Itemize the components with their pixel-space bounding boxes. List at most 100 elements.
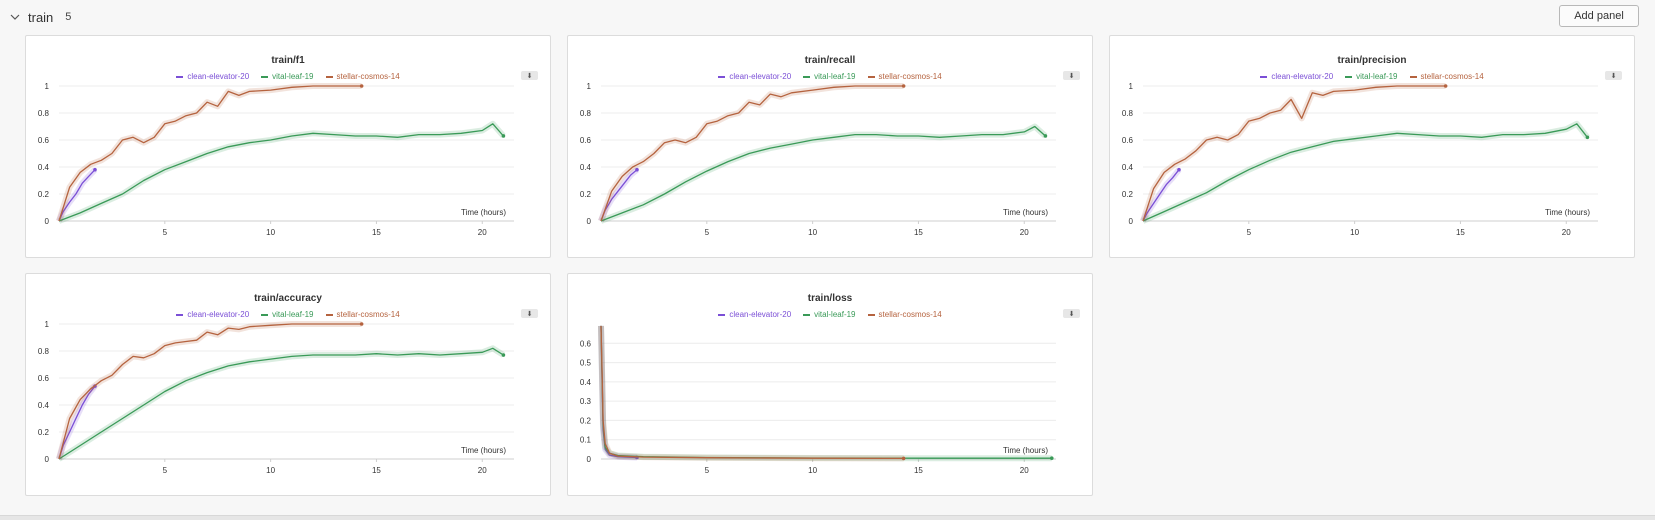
series-line-vital-leaf-19[interactable] (58, 347, 504, 460)
series-line-stellar-cosmos-14[interactable] (58, 85, 362, 222)
legend-label: stellar-cosmos-14 (1420, 72, 1484, 81)
series-endpoint-vital-leaf-19[interactable] (501, 353, 506, 357)
series-line-stellar-cosmos-14[interactable] (600, 325, 904, 460)
legend-item-clean-elevator-20[interactable]: clean-elevator-20 (718, 72, 791, 81)
y-tick-label: 0 (45, 217, 50, 226)
x-tick-label: 15 (372, 466, 381, 475)
line-chart[interactable]: 0 0.1 0.2 0.3 0.4 0.5 0.6 5 10 15 20 Time (hours) (568, 274, 1094, 497)
series-line-vital-leaf-19[interactable] (58, 123, 504, 222)
legend-label: stellar-cosmos-14 (336, 310, 400, 319)
y-tick-label: 0.6 (38, 136, 50, 145)
legend-item-clean-elevator-20[interactable]: clean-elevator-20 (176, 310, 249, 319)
y-tick-label: 0.8 (1122, 109, 1134, 118)
chart-panel-recall[interactable]: train/recall clean-elevator-20 vital-leaf-… (567, 35, 1093, 258)
series-line-stellar-cosmos-14[interactable] (58, 323, 362, 460)
legend-item-vital-leaf-19[interactable]: vital-leaf-19 (803, 310, 856, 319)
chart-panel-precision[interactable]: train/precision clean-elevator-20 vital-le… (1109, 35, 1635, 258)
x-tick-label: 5 (163, 466, 168, 475)
y-tick-label: 0.6 (1122, 136, 1134, 145)
legend-item-stellar-cosmos-14[interactable]: stellar-cosmos-14 (867, 310, 942, 319)
legend-toggle-button[interactable]: ⬇ (1605, 71, 1622, 80)
x-tick-label: 15 (1456, 228, 1465, 237)
y-tick-label: 1 (45, 82, 50, 91)
chart-legend: clean-elevator-20 vital-leaf-19 stellar-co… (1110, 72, 1634, 81)
legend-item-clean-elevator-20[interactable]: clean-elevator-20 (176, 72, 249, 81)
chart-legend: clean-elevator-20 vital-leaf-19 stellar-co… (568, 310, 1092, 319)
series-endpoint-vital-leaf-19[interactable] (501, 134, 506, 138)
y-tick-label: 0.2 (1122, 190, 1134, 199)
series-line-stellar-cosmos-14[interactable] (1142, 85, 1446, 222)
legend-toggle-button[interactable]: ⬇ (521, 71, 538, 80)
chart-legend: clean-elevator-20 vital-leaf-19 stellar-co… (568, 72, 1092, 81)
x-tick-label: 10 (266, 228, 275, 237)
legend-item-clean-elevator-20[interactable]: clean-elevator-20 (1260, 72, 1333, 81)
chart-title: train/f1 (271, 55, 305, 66)
legend-label: vital-leaf-19 (1356, 72, 1398, 81)
x-tick-label: 15 (914, 228, 923, 237)
x-tick-label: 10 (808, 466, 817, 475)
legend-item-stellar-cosmos-14[interactable]: stellar-cosmos-14 (325, 310, 400, 319)
legend-toggle-button[interactable]: ⬇ (521, 309, 538, 318)
y-tick-label: 0.8 (38, 347, 50, 356)
x-tick-label: 20 (1020, 228, 1029, 237)
legend-label: clean-elevator-20 (187, 310, 250, 319)
legend-label: vital-leaf-19 (814, 72, 856, 81)
series-endpoint-clean-elevator-20[interactable] (93, 167, 97, 172)
legend-item-clean-elevator-20[interactable]: clean-elevator-20 (718, 310, 791, 319)
series-band-vital-leaf-19 (598, 325, 1052, 462)
y-tick-label: 0.6 (38, 374, 50, 383)
legend-swatch (718, 75, 726, 78)
series-line-vital-leaf-19[interactable] (600, 125, 1046, 222)
section-header[interactable]: train 5 (8, 6, 71, 28)
chart-panel-loss[interactable]: train/loss clean-elevator-20 vital-leaf-19… (567, 273, 1093, 496)
legend-swatch (867, 313, 875, 316)
series-endpoint-vital-leaf-19[interactable] (1585, 135, 1590, 140)
chevron-down-icon[interactable] (8, 10, 22, 24)
legend-item-stellar-cosmos-14[interactable]: stellar-cosmos-14 (1409, 72, 1484, 81)
series-endpoint-stellar-cosmos-14[interactable] (901, 456, 906, 461)
legend-toggle-button[interactable]: ⬇ (1063, 71, 1080, 80)
chart-legend: clean-elevator-20 vital-leaf-19 stellar-co… (26, 310, 550, 319)
series-line-clean-elevator-20[interactable] (1142, 169, 1180, 222)
series-endpoint-stellar-cosmos-14[interactable] (901, 84, 906, 88)
legend-item-vital-leaf-19[interactable]: vital-leaf-19 (261, 310, 314, 319)
series-endpoint-clean-elevator-20[interactable] (635, 167, 639, 172)
series-endpoint-vital-leaf-19[interactable] (1049, 456, 1054, 461)
series-line-stellar-cosmos-14[interactable] (600, 85, 904, 222)
series-band-stellar-cosmos-14 (598, 325, 904, 462)
series-line-clean-elevator-20[interactable] (58, 169, 96, 222)
legend-item-vital-leaf-19[interactable]: vital-leaf-19 (803, 72, 856, 81)
y-tick-label: 0 (587, 455, 592, 464)
x-axis-label: Time (hours) (1003, 446, 1048, 455)
series-endpoint-stellar-cosmos-14[interactable] (359, 84, 364, 88)
x-tick-label: 10 (266, 466, 275, 475)
section-count-badge: 5 (65, 11, 72, 23)
bottom-scroll-bar (0, 515, 1655, 520)
legend-item-stellar-cosmos-14[interactable]: stellar-cosmos-14 (325, 72, 400, 81)
legend-label: vital-leaf-19 (272, 310, 314, 319)
series-endpoint-vital-leaf-19[interactable] (1043, 134, 1048, 138)
legend-item-vital-leaf-19[interactable]: vital-leaf-19 (1345, 72, 1398, 81)
legend-swatch (176, 75, 184, 78)
add-panel-button[interactable]: Add panel (1559, 5, 1639, 27)
x-axis-label: Time (hours) (461, 446, 506, 455)
series-endpoint-stellar-cosmos-14[interactable] (359, 322, 364, 326)
chart-panel-f1[interactable]: train/f1 clean-elevator-20 vital-leaf-19 st… (25, 35, 551, 258)
x-tick-label: 20 (478, 228, 487, 237)
chart-panel-accuracy[interactable]: train/accuracy clean-elevator-20 vital-lea… (25, 273, 551, 496)
x-tick-label: 20 (1020, 466, 1029, 475)
x-tick-label: 5 (163, 228, 168, 237)
legend-item-stellar-cosmos-14[interactable]: stellar-cosmos-14 (867, 72, 942, 81)
y-tick-label: 0.2 (38, 428, 50, 437)
series-endpoint-stellar-cosmos-14[interactable] (1443, 84, 1448, 88)
y-tick-label: 1 (45, 320, 50, 329)
series-line-vital-leaf-19[interactable] (600, 325, 1052, 459)
legend-toggle-button[interactable]: ⬇ (1063, 309, 1080, 318)
series-endpoint-clean-elevator-20[interactable] (1177, 167, 1181, 172)
legend-item-vital-leaf-19[interactable]: vital-leaf-19 (261, 72, 314, 81)
series-line-vital-leaf-19[interactable] (1142, 123, 1588, 222)
